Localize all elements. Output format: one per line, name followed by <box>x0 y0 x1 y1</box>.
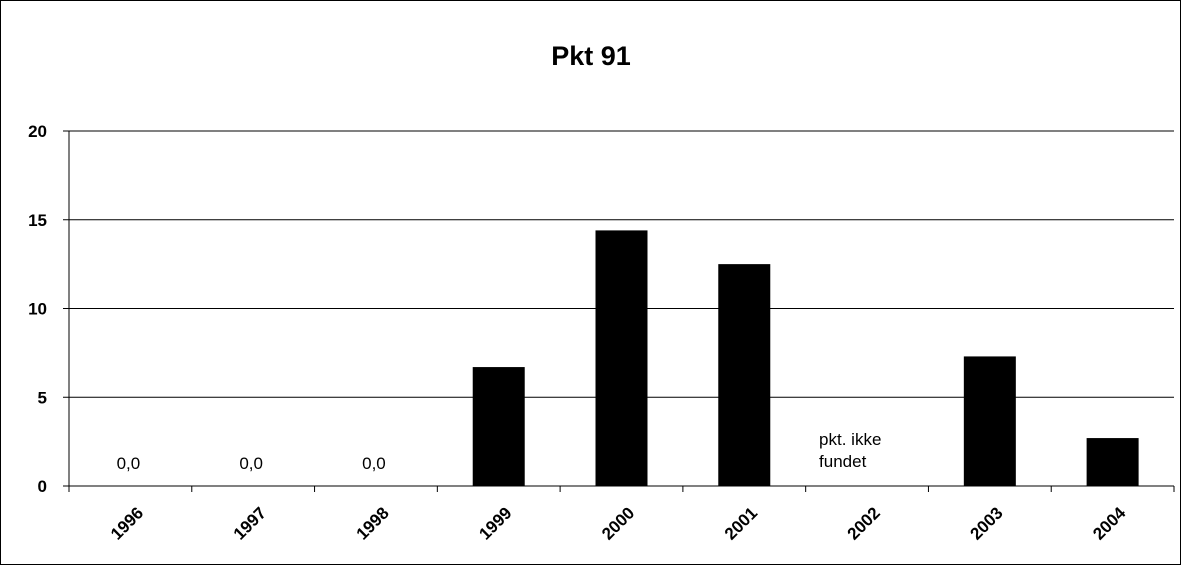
bar-2001 <box>718 264 771 486</box>
bars <box>472 230 1139 486</box>
x-tick-label: 1997 <box>230 503 270 543</box>
x-tick-label: 1996 <box>107 503 147 543</box>
y-tick-label: 20 <box>28 122 47 141</box>
y-tick-label: 5 <box>38 388 47 407</box>
x-tick-label: 2003 <box>966 503 1006 543</box>
y-tick-label: 10 <box>28 300 47 319</box>
x-tick-label: 2000 <box>598 503 638 543</box>
annotation-text: fundet <box>819 452 867 471</box>
y-tick-label: 0 <box>38 477 47 496</box>
bar-2003 <box>963 356 1016 486</box>
x-tick-label: 2004 <box>1089 503 1130 544</box>
data-label: 0,0 <box>117 454 141 473</box>
bar-2000 <box>595 230 648 486</box>
bar-1999 <box>472 367 525 486</box>
x-tick-label: 1999 <box>475 503 515 543</box>
x-tick-label: 2002 <box>844 503 884 543</box>
annotation-text: pkt. ikke <box>819 430 881 449</box>
data-label: 0,0 <box>362 454 386 473</box>
bar-2004 <box>1086 438 1139 486</box>
y-tick-label: 15 <box>28 211 47 230</box>
x-tick-label: 2001 <box>721 503 761 543</box>
x-tick-label: 1998 <box>353 503 393 543</box>
data-label: 0,0 <box>239 454 263 473</box>
chart-title: Pkt 91 <box>551 41 631 71</box>
